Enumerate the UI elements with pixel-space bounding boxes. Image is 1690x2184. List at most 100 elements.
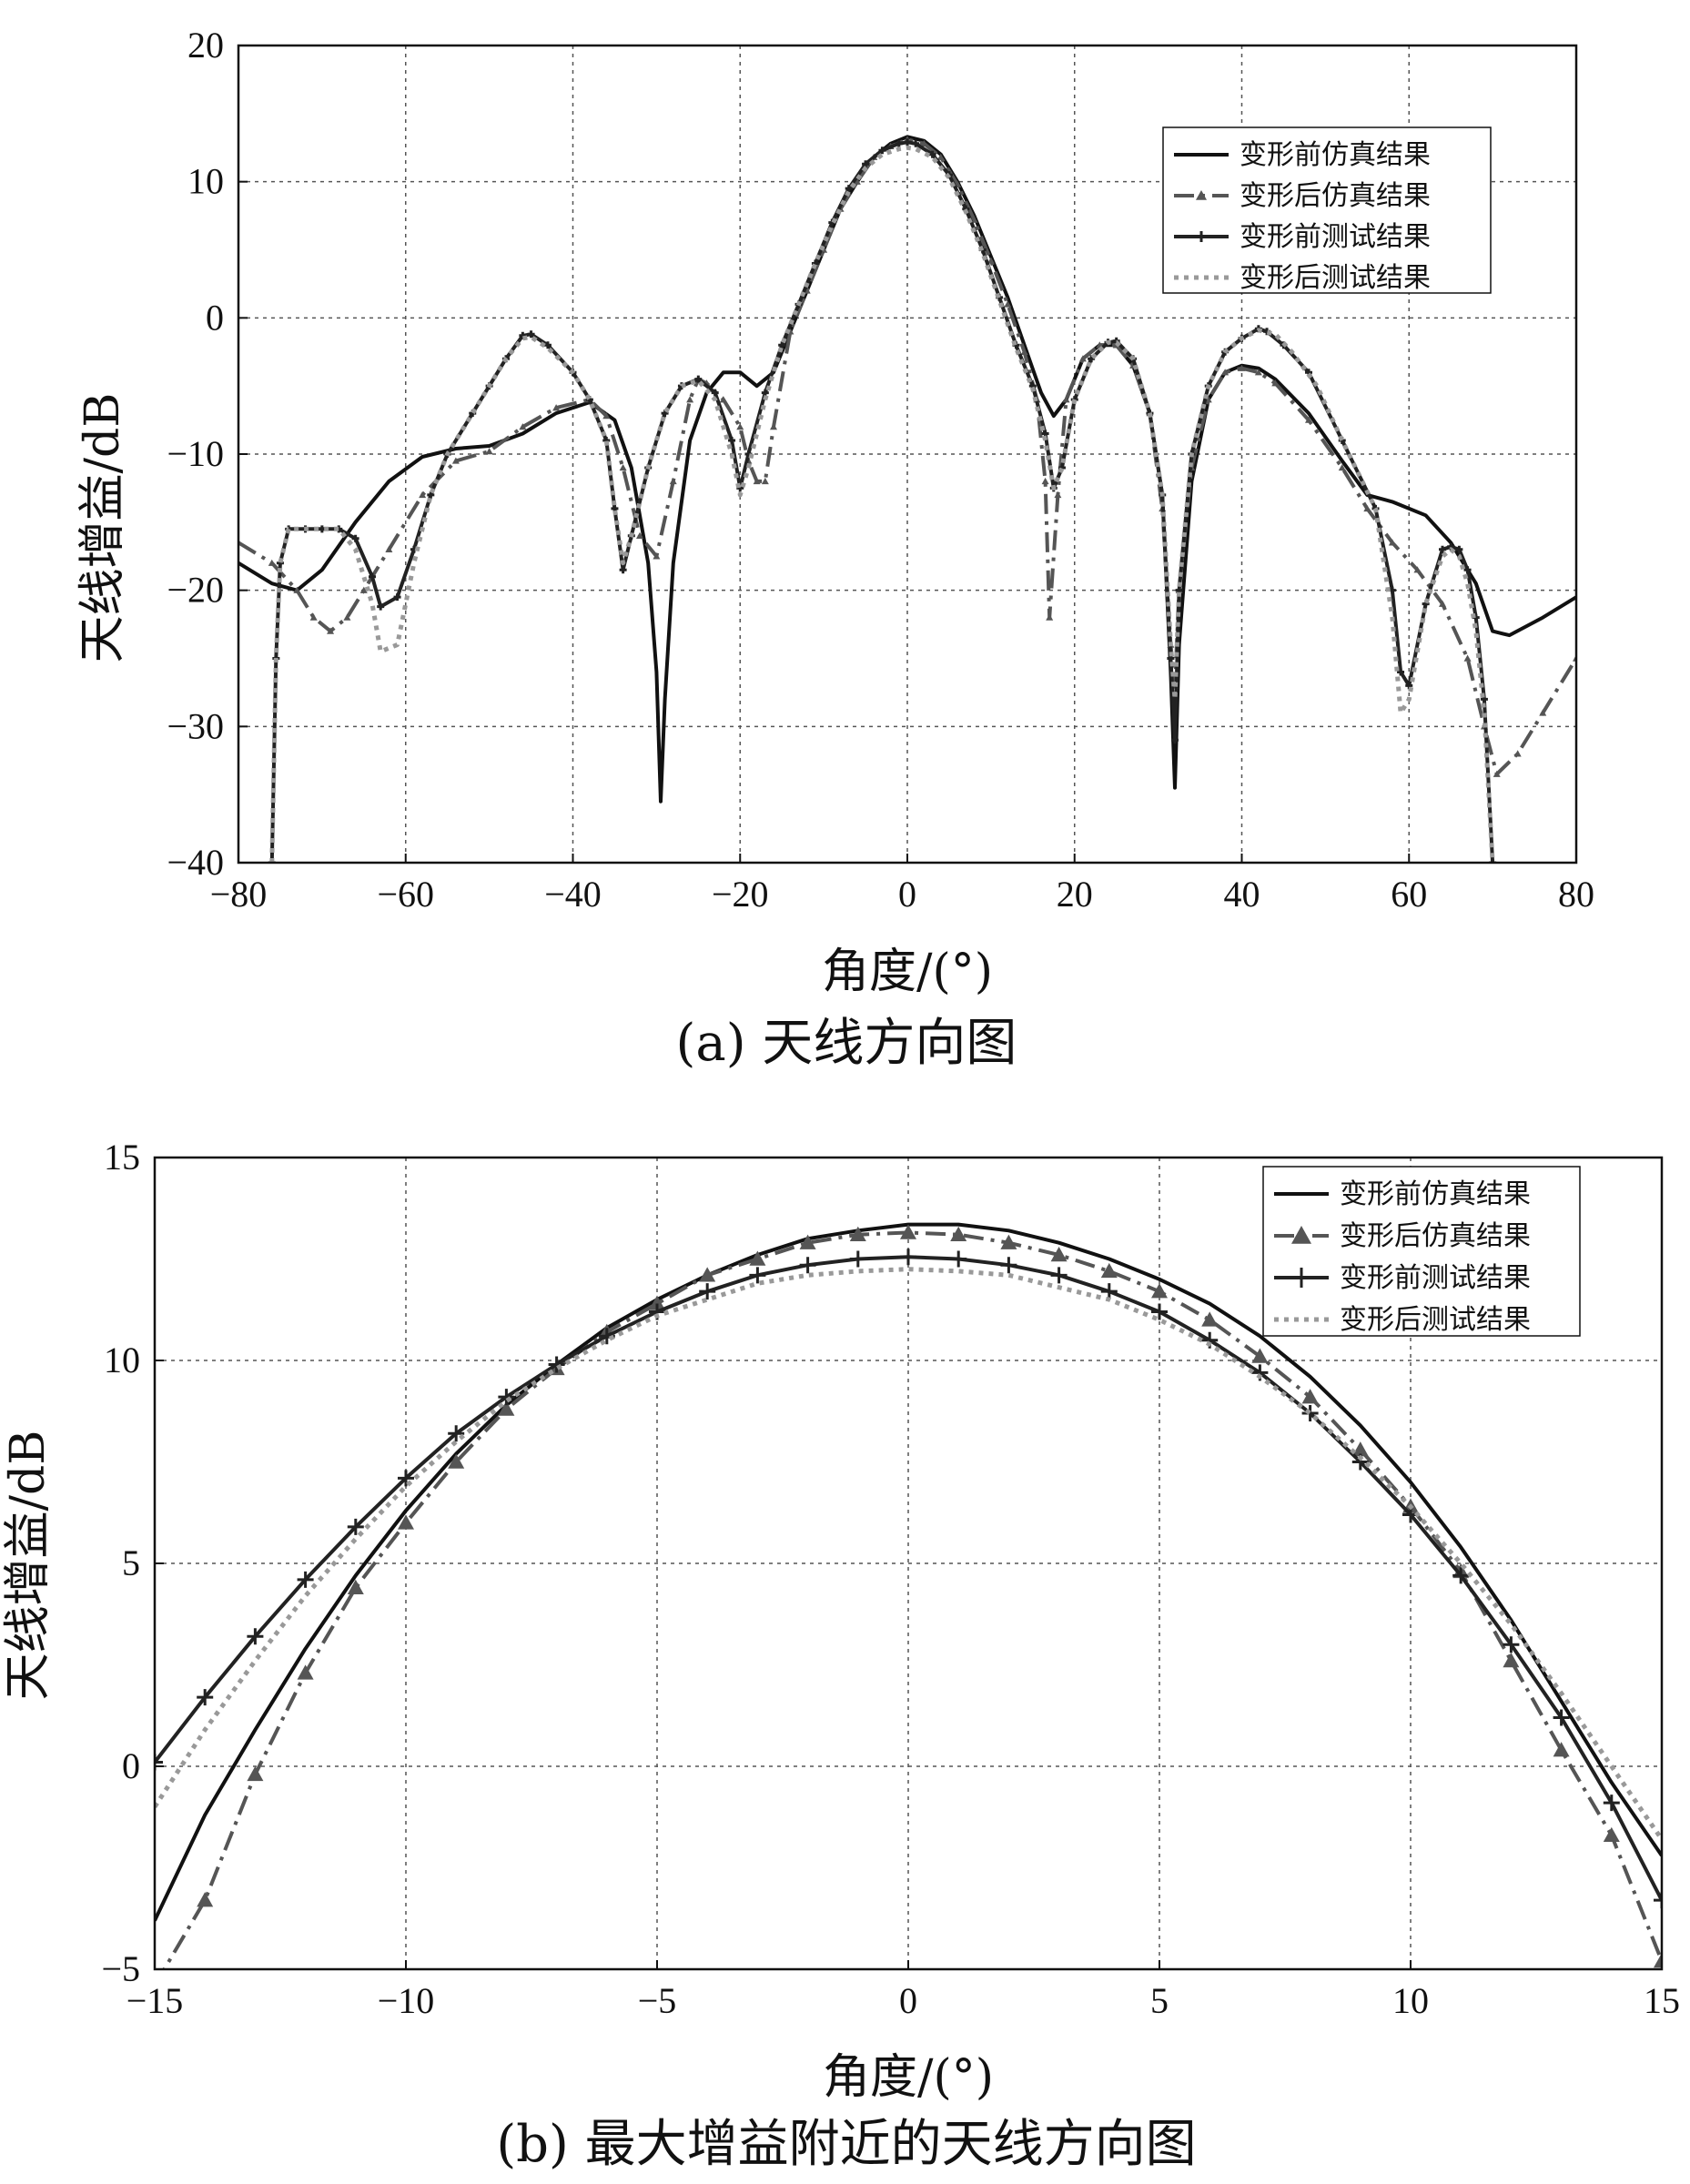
series-marker-1 [799, 1234, 816, 1249]
series-marker-1 [247, 1765, 264, 1782]
series-marker-1 [936, 153, 945, 160]
legend-label-0: 变形前仿真结果 [1240, 139, 1431, 171]
legend-label-0: 变形前仿真结果 [1340, 1178, 1531, 1210]
y-tick-label: −5 [101, 1948, 140, 1989]
series-marker-2 [448, 1425, 465, 1442]
legend-label-2: 变形前测试结果 [1340, 1262, 1531, 1294]
series-marker-1 [1388, 539, 1396, 546]
series-marker-1 [1004, 300, 1012, 308]
series-marker-2 [393, 593, 401, 602]
series-marker-2 [1397, 668, 1405, 676]
series-marker-2 [1553, 1709, 1570, 1726]
series-marker-2 [527, 330, 535, 339]
series-marker-2 [498, 1389, 515, 1406]
legend-label-3: 变形后测试结果 [1240, 262, 1431, 294]
series-marker-1 [1463, 654, 1472, 662]
panel-a-xlabel: 角度/(°) [822, 945, 993, 999]
series-marker-1 [293, 586, 301, 593]
series-marker-2 [845, 185, 853, 193]
series-marker-1 [736, 423, 744, 430]
series-marker-2 [519, 331, 527, 339]
x-tick-label: 10 [1392, 1980, 1429, 2021]
series-marker-1 [1493, 770, 1501, 777]
series-marker-1 [519, 423, 527, 430]
series-marker-1 [1351, 1441, 1369, 1457]
panel-b-caption: (b) 最大增益附近的天线方向图 [496, 2115, 1196, 2174]
series-marker-2 [1654, 1892, 1662, 1909]
series-marker-1 [419, 490, 427, 499]
x-tick-label: −40 [544, 874, 602, 915]
series-marker-1 [649, 1295, 665, 1310]
panel-a-series [238, 135, 1576, 863]
panel-b-series [155, 1222, 1662, 1969]
panel-b-ticks: −15 −10 −5 0 5 10 15 −5 0 5 10 15 [101, 1137, 1680, 2021]
series-marker-2 [1503, 1636, 1520, 1653]
series-line-2 [269, 140, 1495, 863]
series-marker-1 [1221, 369, 1230, 376]
series-marker-1 [347, 1579, 364, 1594]
series-marker-1 [1251, 1348, 1269, 1363]
x-tick-label: −5 [638, 1980, 677, 2021]
series-marker-2 [247, 1628, 264, 1645]
panel-b: −15 −10 −5 0 5 10 15 −5 0 5 10 15 角度/(°) 天线增益/dB (b… [1, 1137, 1680, 2174]
series-marker-1 [1054, 490, 1062, 499]
series-marker-2 [1100, 1283, 1118, 1300]
series-marker-2 [1050, 1267, 1068, 1284]
series-marker-1 [920, 139, 928, 147]
legend-label-1: 变形后仿真结果 [1240, 180, 1431, 212]
series-line-3 [155, 1267, 1662, 1841]
series-marker-2 [1603, 1795, 1620, 1812]
series-marker-1 [1254, 369, 1262, 376]
series-marker-2 [155, 1754, 163, 1771]
y-tick-label: −40 [167, 842, 224, 883]
series-marker-2 [377, 602, 385, 611]
series-marker-2 [619, 566, 627, 574]
series-marker-2 [904, 138, 911, 147]
series-marker-1 [987, 257, 995, 264]
legend-label-1: 变形后仿真结果 [1340, 1220, 1531, 1252]
series-marker-2 [900, 1249, 916, 1266]
series-marker-2 [694, 375, 703, 383]
x-tick-label: 80 [1558, 874, 1594, 915]
series-marker-1 [498, 1400, 515, 1416]
series-marker-1 [1271, 379, 1280, 387]
x-tick-label: 40 [1224, 874, 1260, 915]
x-tick-label: −60 [377, 874, 434, 915]
series-marker-1 [853, 177, 861, 185]
series-marker-1 [343, 613, 351, 621]
series-marker-2 [1000, 1257, 1017, 1274]
series-marker-1 [719, 396, 727, 403]
series-marker-1 [197, 1892, 214, 1907]
series-marker-2 [197, 1689, 214, 1706]
series-marker-1 [619, 463, 627, 471]
series-marker-1 [749, 1250, 766, 1266]
panel-b-xlabel: 角度/(°) [823, 2050, 994, 2105]
series-marker-1 [448, 1453, 465, 1469]
panel-a-ylabel: 天线增益/dB [76, 392, 130, 662]
series-marker-2 [398, 1470, 414, 1487]
x-tick-label: 15 [1644, 1980, 1680, 2021]
series-marker-1 [1654, 1953, 1662, 1968]
series-marker-1 [753, 477, 761, 485]
series-marker-2 [351, 534, 359, 542]
panel-b-grid [155, 1158, 1662, 1969]
series-marker-2 [728, 437, 736, 445]
x-tick-label: 0 [899, 1980, 917, 2021]
x-tick-label: −10 [378, 1980, 435, 2021]
y-tick-label: −10 [167, 433, 224, 474]
y-tick-label: 15 [104, 1137, 140, 1178]
series-marker-2 [1489, 859, 1497, 863]
series-marker-2 [711, 389, 719, 397]
series-marker-1 [1363, 504, 1371, 512]
series-marker-1 [1301, 1389, 1319, 1404]
series-marker-1 [602, 412, 611, 420]
series-marker-1 [1020, 348, 1028, 355]
series-marker-1 [950, 1226, 967, 1241]
x-tick-label: 20 [1057, 874, 1093, 915]
series-marker-1 [1439, 600, 1446, 607]
series-marker-1 [485, 448, 493, 455]
y-tick-label: 10 [187, 161, 224, 202]
series-marker-1 [1305, 416, 1312, 423]
